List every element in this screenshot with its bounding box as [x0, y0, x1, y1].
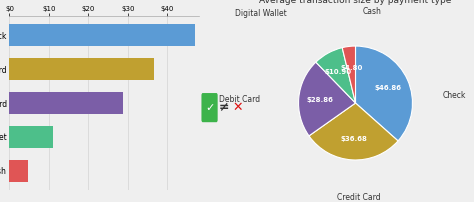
Text: $4.80: $4.80 [340, 65, 363, 70]
Text: $28.86: $28.86 [307, 97, 333, 103]
Bar [9, 160, 28, 182]
Text: $36.68: $36.68 [340, 136, 367, 142]
Bar [9, 24, 194, 46]
Text: ✓: ✓ [205, 103, 214, 113]
Wedge shape [316, 48, 356, 103]
Text: Digital Wallet: Digital Wallet [236, 9, 287, 18]
Wedge shape [309, 103, 398, 160]
Bar [9, 92, 123, 114]
Text: ≠: ≠ [219, 101, 229, 114]
Text: ✕: ✕ [232, 101, 243, 114]
Text: Debit Card: Debit Card [219, 95, 261, 104]
Text: $46.86: $46.86 [374, 85, 401, 92]
Text: $10.90: $10.90 [325, 69, 352, 75]
Wedge shape [299, 62, 356, 136]
Wedge shape [356, 46, 412, 141]
Bar [9, 126, 53, 148]
Text: Credit Card: Credit Card [337, 194, 381, 202]
Text: Check: Check [443, 91, 466, 100]
Title: Average transaction size by payment type: Average transaction size by payment type [259, 0, 452, 4]
Text: Cash: Cash [363, 7, 382, 16]
Wedge shape [342, 46, 356, 103]
Bar [9, 58, 155, 80]
FancyBboxPatch shape [201, 93, 218, 122]
